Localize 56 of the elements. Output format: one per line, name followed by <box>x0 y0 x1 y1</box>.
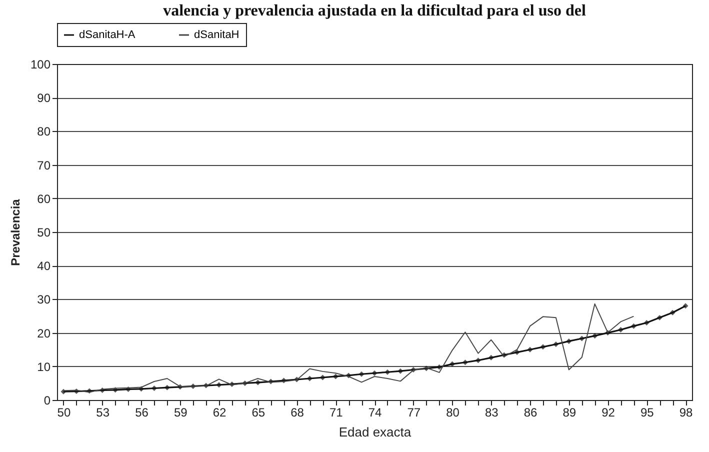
point <box>462 360 468 366</box>
y-tick-label: 80 <box>37 124 51 139</box>
point <box>372 370 378 376</box>
y-tick-label: 60 <box>37 192 51 206</box>
y-tick-label: 40 <box>37 259 51 274</box>
x-axis-title: Edad exacta <box>338 424 412 440</box>
x-tick-label: 77 <box>407 406 421 420</box>
x-tick-label: 80 <box>446 406 460 420</box>
x-tick-label: 59 <box>174 406 188 420</box>
point <box>488 354 494 360</box>
point <box>436 364 442 370</box>
x-tick-label: 50 <box>57 406 71 420</box>
point <box>682 303 688 309</box>
point <box>553 341 559 347</box>
point <box>151 386 157 391</box>
x-tick-label: 89 <box>562 406 576 420</box>
point <box>592 333 598 339</box>
y-tick-label: 0 <box>44 394 51 408</box>
point <box>579 336 585 342</box>
point <box>566 338 572 344</box>
x-tick-label: 83 <box>484 406 499 420</box>
x-tick-label: 86 <box>524 406 538 420</box>
legend-label: dSanitaH-A <box>79 29 136 41</box>
x-tick-label: 74 <box>368 406 382 420</box>
point <box>670 310 676 316</box>
x-tick-label: 71 <box>329 406 344 420</box>
x-tick-label: 53 <box>96 406 110 420</box>
point <box>514 350 520 356</box>
y-tick-label: 70 <box>37 158 51 172</box>
y-tick-label: 30 <box>37 292 51 307</box>
x-tick-label: 92 <box>602 406 616 420</box>
point <box>630 323 636 329</box>
y-tick-label: 20 <box>37 326 51 340</box>
y-axis-title: Prevalencia <box>8 198 22 266</box>
point <box>398 368 404 374</box>
point <box>656 314 662 320</box>
point <box>540 344 546 350</box>
y-tick-label: 90 <box>37 91 51 106</box>
point <box>358 371 364 377</box>
y-tick-label: 100 <box>30 58 51 72</box>
point <box>384 369 390 375</box>
x-tick-label: 98 <box>679 406 694 420</box>
point <box>527 346 533 352</box>
x-tick-label: 95 <box>640 406 654 420</box>
chart-title: valencia y prevalencia ajustada en la dificultad para el uso del <box>163 2 586 20</box>
y-tick-label: 10 <box>37 360 51 374</box>
x-tick-label: 62 <box>212 406 226 420</box>
point <box>644 320 650 326</box>
x-tick-label: 68 <box>290 406 304 420</box>
y-tick-label: 50 <box>37 226 51 240</box>
point <box>475 358 481 364</box>
legend-label: dSanitaH <box>194 29 240 41</box>
point <box>450 361 455 367</box>
x-tick-label: 56 <box>135 406 149 420</box>
x-tick-label: 65 <box>252 406 266 420</box>
point <box>618 327 624 333</box>
